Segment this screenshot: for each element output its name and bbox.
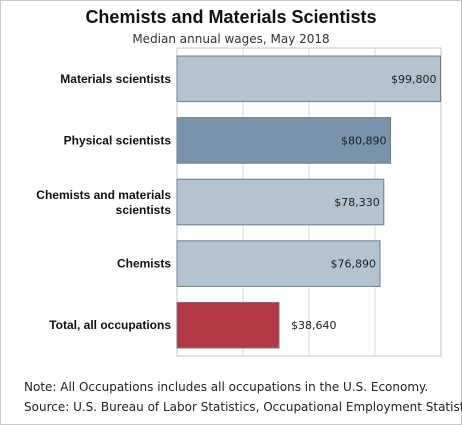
value-label-2: $78,330 [334, 196, 380, 209]
bar-2 [176, 178, 385, 226]
chart-note: Note: All Occupations includes all occup… [24, 380, 429, 394]
category-label-0: Materials scientists [60, 72, 171, 86]
category-label-1: Physical scientists [64, 133, 172, 147]
chart-title: Chemists and Materials Scientists [85, 7, 377, 27]
bar-0 [176, 55, 441, 103]
bar-3 [176, 240, 381, 287]
chart-source: Source: U.S. Bureau of Labor Statistics,… [24, 400, 462, 414]
value-label-0: $99,800 [391, 73, 437, 86]
value-label-4: $38,640 [291, 319, 337, 332]
value-label-1: $80,890 [341, 134, 387, 147]
value-label-3: $76,890 [330, 258, 376, 271]
bar-4 [176, 301, 280, 349]
category-label-3: Chemists [117, 257, 171, 271]
bar-1 [176, 117, 392, 164]
category-label-4: Total, all occupations [49, 318, 171, 332]
chart-subtitle: Median annual wages, May 2018 [132, 32, 330, 46]
category-label-2: Chemists and materials scientists [36, 188, 171, 217]
